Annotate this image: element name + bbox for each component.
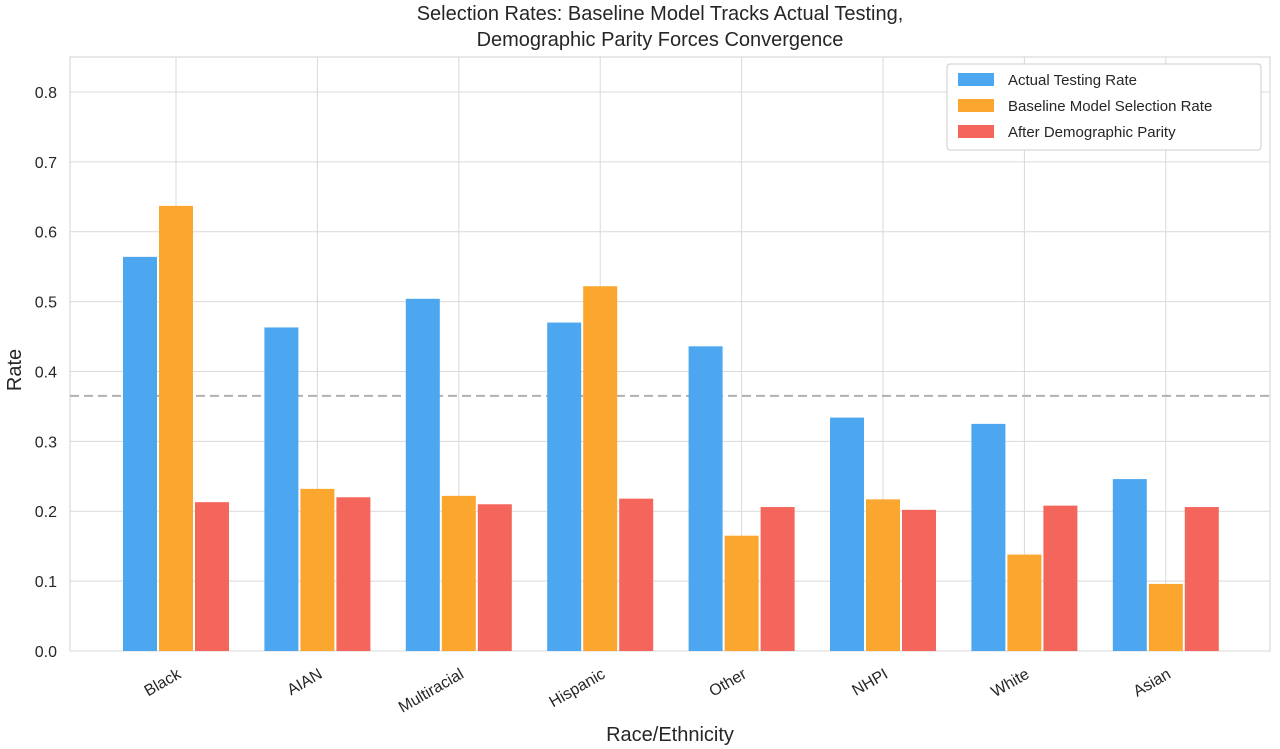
x-tick-label: Other bbox=[706, 665, 750, 700]
y-tick-label: 0.0 bbox=[35, 644, 57, 661]
bar-baseline-model-other bbox=[724, 535, 759, 651]
x-axis-ticks: Black AIAN Multiracial Hispanic Other NHPI Whi… bbox=[142, 665, 1174, 716]
y-tick-label: 0.4 bbox=[35, 364, 57, 381]
bars bbox=[123, 205, 1219, 651]
bar-baseline-model-nhpi bbox=[866, 499, 900, 651]
x-axis-label: Race/Ethnicity bbox=[606, 724, 734, 746]
bar-demographic-parity-asian bbox=[1184, 507, 1219, 651]
bar-actual-testing-multiracial bbox=[405, 298, 440, 651]
x-tick-label: Asian bbox=[1131, 666, 1174, 701]
legend-swatch-demographic-parity bbox=[958, 125, 994, 138]
bar-demographic-parity-other bbox=[760, 507, 795, 651]
y-tick-label: 0.2 bbox=[35, 504, 57, 521]
bar-actual-testing-asian bbox=[1112, 479, 1147, 651]
bar-demographic-parity-hispanic bbox=[619, 498, 654, 651]
bar-actual-testing-black bbox=[123, 256, 157, 651]
x-tick-label: Hispanic bbox=[547, 666, 609, 711]
y-axis-ticks: 0.0 0.1 0.2 0.3 0.4 0.5 0.6 0.7 0.8 bbox=[35, 85, 57, 661]
bar-actual-testing-aian bbox=[264, 327, 299, 651]
bar-actual-testing-other bbox=[688, 346, 723, 651]
y-tick-label: 0.8 bbox=[35, 85, 57, 102]
y-axis-label: Rate bbox=[4, 349, 26, 391]
y-tick-label: 0.6 bbox=[35, 225, 57, 242]
y-tick-label: 0.1 bbox=[35, 574, 57, 591]
bar-baseline-model-multiracial bbox=[441, 495, 476, 651]
bar-demographic-parity-nhpi bbox=[902, 509, 936, 651]
bar-demographic-parity-multiracial bbox=[477, 504, 512, 651]
chart-title-line-2: Demographic Parity Forces Convergence bbox=[477, 29, 844, 51]
legend-swatch-baseline-model bbox=[958, 99, 994, 112]
legend-label-demographic-parity: After Demographic Parity bbox=[1008, 124, 1176, 141]
bar-baseline-model-black bbox=[159, 205, 193, 651]
legend: Actual Testing Rate Baseline Model Selec… bbox=[946, 63, 1262, 151]
x-tick-label: Multiracial bbox=[396, 666, 467, 717]
bar-actual-testing-nhpi bbox=[830, 417, 864, 651]
x-tick-label: AIAN bbox=[285, 666, 326, 699]
bar-demographic-parity-black bbox=[195, 502, 229, 651]
y-tick-label: 0.3 bbox=[35, 434, 57, 451]
bar-baseline-model-aian bbox=[300, 488, 335, 651]
bar-demographic-parity-aian bbox=[336, 497, 371, 651]
bar-actual-testing-white bbox=[971, 423, 1006, 651]
x-tick-label: White bbox=[988, 666, 1032, 701]
chart-title-line-1: Selection Rates: Baseline Model Tracks A… bbox=[417, 3, 904, 25]
bar-baseline-model-hispanic bbox=[583, 286, 618, 651]
x-tick-label: NHPI bbox=[849, 666, 891, 700]
y-tick-label: 0.7 bbox=[35, 155, 57, 172]
legend-swatch-actual-testing bbox=[958, 73, 994, 86]
x-tick-label: Black bbox=[142, 665, 185, 700]
bar-actual-testing-hispanic bbox=[547, 322, 582, 651]
bar-demographic-parity-white bbox=[1043, 505, 1078, 651]
legend-label-actual-testing: Actual Testing Rate bbox=[1008, 72, 1137, 89]
legend-box bbox=[946, 63, 1262, 151]
bar-baseline-model-asian bbox=[1148, 583, 1183, 651]
legend-label-baseline-model: Baseline Model Selection Rate bbox=[1008, 98, 1212, 115]
bar-baseline-model-white bbox=[1007, 554, 1042, 651]
y-tick-label: 0.5 bbox=[35, 295, 57, 312]
